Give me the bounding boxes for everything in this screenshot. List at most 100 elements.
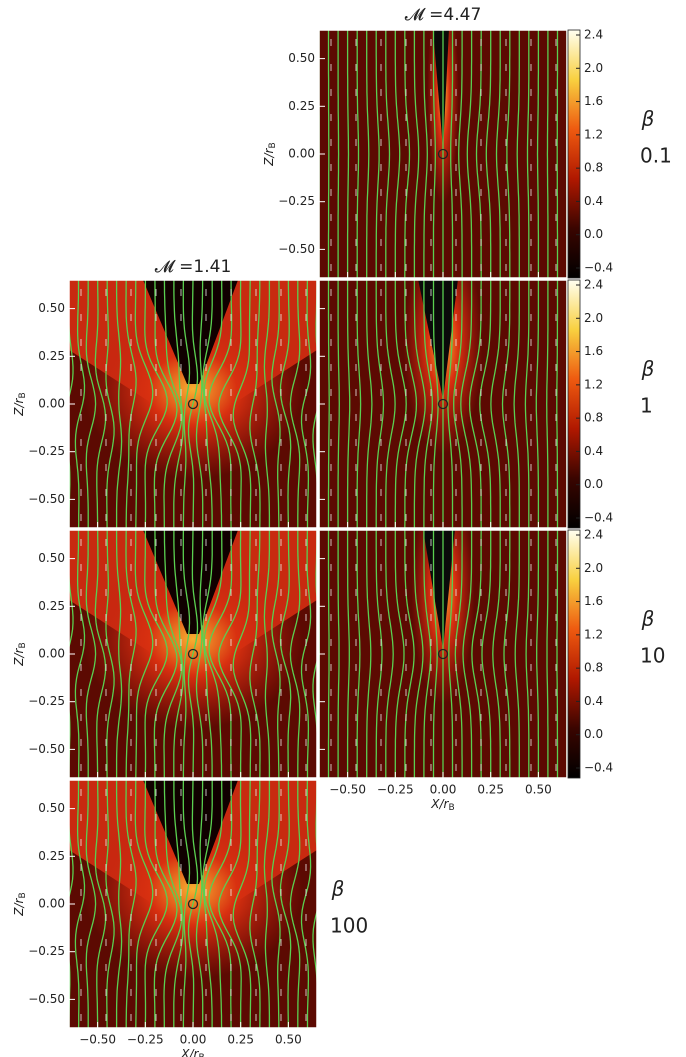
y-tick-label: −0.50	[28, 492, 65, 506]
field-line	[125, 780, 137, 1028]
field-line	[105, 780, 115, 1028]
colorbar-tick-label: 0.8	[584, 161, 603, 175]
field-line	[312, 280, 317, 528]
accretor	[187, 898, 199, 910]
colorbar-tick-label: 2.0	[584, 311, 603, 325]
colorbar-tick-label: −0.4	[584, 761, 613, 775]
axis-label-sub: B	[18, 642, 28, 648]
jet-cavity	[143, 780, 238, 884]
x-tick-label: −0.25	[127, 1033, 164, 1047]
x-tick-label: 0.00	[430, 783, 457, 797]
field-line	[195, 280, 204, 528]
field-line	[481, 530, 492, 778]
field-line	[394, 30, 401, 278]
field-line	[271, 530, 281, 778]
colorbar-tick-label: −0.4	[584, 511, 613, 525]
x-tick-label: −0.50	[79, 1033, 116, 1047]
field-line	[366, 530, 372, 778]
beta-symbol: β	[641, 607, 655, 631]
field-line	[404, 530, 415, 778]
accretor	[187, 648, 199, 660]
colorbar-tick-label: 0.0	[584, 727, 603, 741]
beta-symbol: β	[641, 107, 655, 131]
field-line	[375, 530, 383, 778]
field-line	[153, 530, 178, 778]
field-line	[385, 30, 391, 278]
field-line	[300, 280, 312, 528]
field-line	[182, 530, 191, 778]
axis-label: X/rB	[180, 1047, 204, 1057]
field-line	[450, 30, 454, 278]
field-line	[203, 780, 223, 1028]
field-line	[195, 780, 204, 1028]
field-line	[202, 780, 213, 1028]
panel-title: 𝓜 =4.47	[405, 5, 482, 25]
y-tick-label: 0.25	[38, 349, 65, 363]
field-line	[506, 30, 511, 278]
field-line	[337, 30, 340, 278]
field-line	[279, 780, 292, 1028]
field-line	[144, 280, 168, 528]
field-line	[423, 280, 433, 528]
field-line	[462, 530, 473, 778]
y-tick-label: −0.25	[278, 194, 315, 208]
x-tick-label: 0.00	[180, 1033, 207, 1047]
field-line	[249, 280, 261, 528]
field-line	[115, 780, 123, 1028]
field-line	[366, 30, 370, 278]
field-line	[513, 280, 520, 528]
field-line	[546, 530, 549, 778]
field-line	[327, 530, 330, 778]
field-line	[312, 780, 317, 1028]
field-line	[69, 780, 74, 1028]
field-line	[404, 30, 411, 278]
y-tick-label: 0.00	[288, 147, 315, 161]
field-line	[404, 280, 418, 528]
axis-label-main: Z/r	[12, 897, 26, 916]
field-line	[525, 530, 530, 778]
field-line	[356, 280, 362, 528]
y-tick-label: 0.00	[38, 397, 65, 411]
colorbar-tick-label: 0.4	[584, 694, 603, 708]
field-line	[471, 530, 482, 778]
field-line	[163, 530, 183, 778]
field-line	[85, 280, 97, 528]
colorbar-tick-label: 1.2	[584, 627, 603, 641]
field-line	[69, 280, 74, 528]
panel	[319, 530, 567, 778]
jet-cavity	[418, 280, 458, 399]
colorbar-tick-label: 2.0	[584, 561, 603, 575]
y-tick-label: 0.50	[38, 801, 65, 815]
field-line	[327, 280, 330, 528]
field-line	[356, 530, 361, 778]
y-tick-label: 0.25	[288, 99, 315, 113]
field-line	[74, 280, 86, 528]
field-line	[105, 530, 115, 778]
field-line	[195, 530, 204, 778]
field-line	[218, 280, 242, 528]
x-tick-label: 0.50	[275, 1033, 302, 1047]
field-line	[432, 30, 436, 278]
field-line	[526, 30, 530, 278]
axis-label: X/rB	[430, 797, 454, 813]
field-line	[74, 780, 86, 1028]
x-tick-label: 0.25	[477, 783, 504, 797]
colorbar-tick-label: 1.2	[584, 377, 603, 391]
field-line	[134, 530, 154, 778]
colorbar-tick-label: 0.8	[584, 411, 603, 425]
field-line	[458, 30, 463, 278]
y-tick-label: −0.50	[28, 742, 65, 756]
y-tick-label: −0.25	[28, 944, 65, 958]
panel-title: 𝓜 =1.41	[155, 257, 232, 277]
colorbar-tick-label: 2.0	[584, 61, 603, 75]
beta-value: 10	[640, 644, 665, 668]
y-tick-label: −0.25	[28, 444, 65, 458]
field-line	[375, 30, 380, 278]
field-line	[546, 280, 549, 528]
field-line	[263, 780, 271, 1028]
jet-cavity	[433, 30, 449, 149]
field-line	[503, 530, 511, 778]
field-line	[105, 280, 115, 528]
jet-cavity	[423, 530, 455, 649]
field-line	[289, 530, 301, 778]
